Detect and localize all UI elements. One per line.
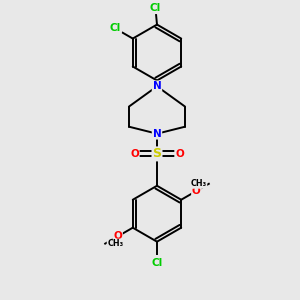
Text: O: O bbox=[130, 149, 139, 159]
Text: Cl: Cl bbox=[110, 23, 121, 34]
Text: O: O bbox=[175, 149, 184, 159]
Text: S: S bbox=[152, 147, 161, 161]
Text: N: N bbox=[153, 129, 161, 139]
Text: CH₃: CH₃ bbox=[107, 239, 123, 248]
Text: O: O bbox=[113, 231, 122, 242]
Text: Cl: Cl bbox=[149, 3, 161, 13]
Text: CH₃: CH₃ bbox=[191, 179, 207, 188]
Text: O: O bbox=[192, 186, 201, 196]
Text: Cl: Cl bbox=[152, 258, 163, 268]
Text: N: N bbox=[153, 81, 161, 91]
